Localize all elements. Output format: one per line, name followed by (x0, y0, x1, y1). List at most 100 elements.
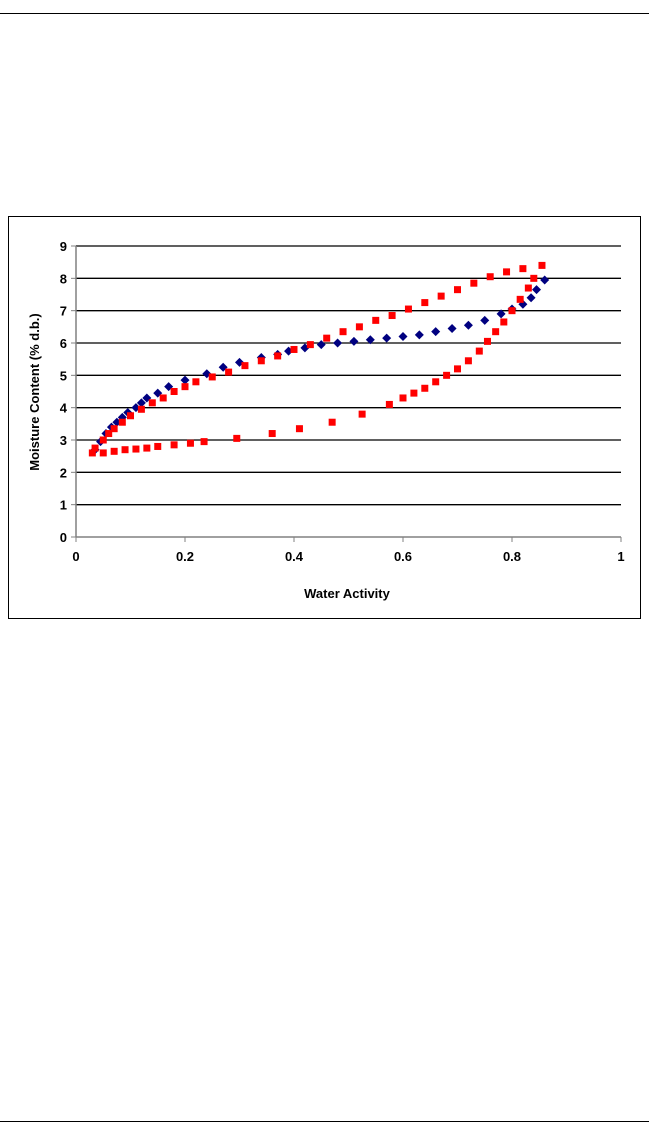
desorption-point (404, 305, 412, 313)
sorption-point (540, 275, 550, 285)
desorption-point (159, 394, 167, 402)
desorption-point (170, 441, 178, 449)
data-points (88, 261, 550, 457)
desorption-point (339, 328, 347, 336)
sorption-point (398, 332, 408, 342)
sorption-point (382, 333, 392, 343)
y-axis-label: Moisture Content (% d.b.) (27, 313, 42, 470)
desorption-point (470, 279, 478, 287)
desorption-point (328, 418, 336, 426)
desorption-point (464, 357, 472, 365)
desorption-point (154, 442, 162, 450)
desorption-point (241, 362, 249, 370)
desorption-point (372, 316, 380, 324)
desorption-point (181, 383, 189, 391)
desorption-point (295, 425, 303, 433)
desorption-point (186, 439, 194, 447)
desorption-point (118, 418, 126, 426)
desorption-point (454, 365, 461, 373)
sorption-point (202, 369, 212, 379)
desorption-point (538, 261, 546, 269)
sorption-point (136, 398, 146, 408)
desorption-point (475, 347, 483, 355)
desorption-point (323, 334, 331, 342)
desorption-point (508, 307, 516, 315)
page-bottom-rule (0, 1121, 649, 1122)
desorption-point (225, 368, 233, 376)
desorption-point (516, 295, 524, 303)
desorption-point (306, 341, 314, 349)
sorption-point (365, 335, 375, 345)
chart-frame: 0 1 2 3 4 5 6 7 8 9 0 0.2 0.4 0.6 0.8 1 Water Activity … (8, 216, 641, 619)
x-tick-label: 0 (72, 549, 79, 564)
y-tick-label: 9 (60, 239, 67, 254)
x-tick-label: 0.8 (503, 549, 521, 564)
desorption-point (355, 323, 363, 331)
desorption-point (110, 447, 118, 455)
sorption-point (349, 336, 359, 346)
desorption-point (432, 378, 440, 386)
desorption-point (519, 265, 527, 273)
desorption-point (503, 268, 511, 276)
y-tick-label: 7 (60, 304, 67, 319)
y-tick-label: 4 (60, 401, 68, 416)
desorption-point (268, 430, 276, 438)
sorption-point (284, 346, 294, 356)
y-tick-label: 1 (60, 498, 67, 513)
y-tick-label: 6 (60, 336, 67, 351)
x-axis-label: Water Activity (304, 586, 390, 601)
desorption-point (500, 318, 508, 326)
sorption-point (180, 375, 190, 385)
desorption-point (200, 438, 208, 446)
sorption-point (333, 338, 343, 348)
sorption-point (447, 323, 457, 333)
desorption-point (443, 371, 451, 379)
x-tick-label: 0.4 (285, 549, 304, 564)
sorption-point (532, 285, 542, 295)
y-tick-label: 2 (60, 465, 67, 480)
y-tick-label: 5 (60, 368, 67, 383)
y-tick-label: 0 (60, 530, 67, 545)
desorption-point (421, 384, 429, 392)
desorption-point (486, 273, 494, 281)
desorption-point (492, 328, 500, 336)
desorption-point (274, 352, 282, 360)
desorption-point (257, 357, 265, 365)
desorption-point (208, 373, 216, 381)
desorption-point (91, 444, 99, 452)
sorption-point (316, 340, 326, 350)
desorption-point (192, 378, 200, 386)
y-tick-label: 8 (60, 271, 67, 286)
sorption-point (463, 320, 473, 330)
desorption-point (410, 389, 418, 397)
desorption-point (388, 312, 396, 320)
desorption-point (99, 449, 107, 457)
desorption-point (143, 444, 151, 452)
desorption-point (99, 436, 107, 444)
x-tick-label: 0.6 (394, 549, 412, 564)
desorption-point (290, 345, 298, 353)
desorption-point (88, 449, 96, 457)
desorption-point (121, 446, 129, 454)
desorption-point (170, 388, 178, 395)
x-tick-label: 1 (617, 549, 624, 564)
desorption-point (437, 292, 445, 300)
desorption-point (358, 410, 366, 418)
desorption-point (421, 299, 429, 307)
desorption-point (385, 400, 393, 408)
desorption-point (148, 399, 156, 407)
desorption-point (530, 274, 538, 282)
sorption-point (526, 293, 536, 303)
desorption-point (233, 434, 241, 442)
sorption-point (480, 315, 490, 325)
sorption-point (131, 403, 141, 413)
tick-labels: 0 1 2 3 4 5 6 7 8 9 0 0.2 0.4 0.6 0.8 1 (60, 239, 625, 564)
sorption-point (414, 330, 424, 340)
grid (71, 245, 622, 542)
sorption-point (496, 309, 506, 319)
y-tick-label: 3 (60, 433, 67, 448)
desorption-point (132, 445, 140, 453)
sorption-point (142, 393, 152, 403)
desorption-point (127, 412, 134, 420)
